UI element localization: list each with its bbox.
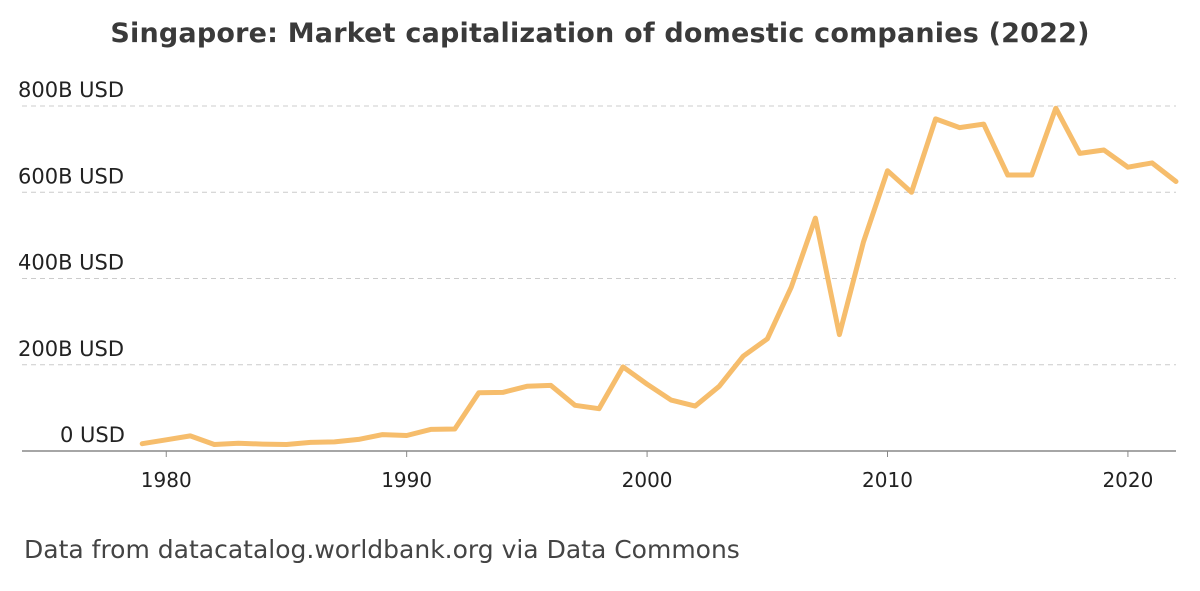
x-tick-label: 2010 xyxy=(862,468,913,492)
y-tick-label: 400B USD xyxy=(18,251,124,275)
x-tick-label: 1980 xyxy=(141,468,192,492)
y-tick-label: 200B USD xyxy=(18,337,124,361)
series-line xyxy=(139,105,1179,447)
gridlines xyxy=(22,105,1176,366)
source-note: Data from datacatalog.worldbank.org via … xyxy=(24,535,740,564)
x-axis-ticks: 1980 1990 2000 2010 2020 xyxy=(141,451,1153,492)
series-layer xyxy=(139,105,1179,447)
y-tick-label: 600B USD xyxy=(18,164,124,188)
chart-title: Singapore: Market capitalization of dome… xyxy=(110,18,1090,49)
y-tick-label: 800B USD xyxy=(18,78,124,102)
x-tick-label: 1990 xyxy=(381,468,432,492)
y-tick-label: 0 USD xyxy=(60,423,125,447)
x-tick-label: 2020 xyxy=(1102,468,1153,492)
x-tick-label: 2000 xyxy=(622,468,673,492)
y-axis-tick-labels: 0 USD 200B USD 400B USD 600B USD 800B USD xyxy=(18,78,125,447)
